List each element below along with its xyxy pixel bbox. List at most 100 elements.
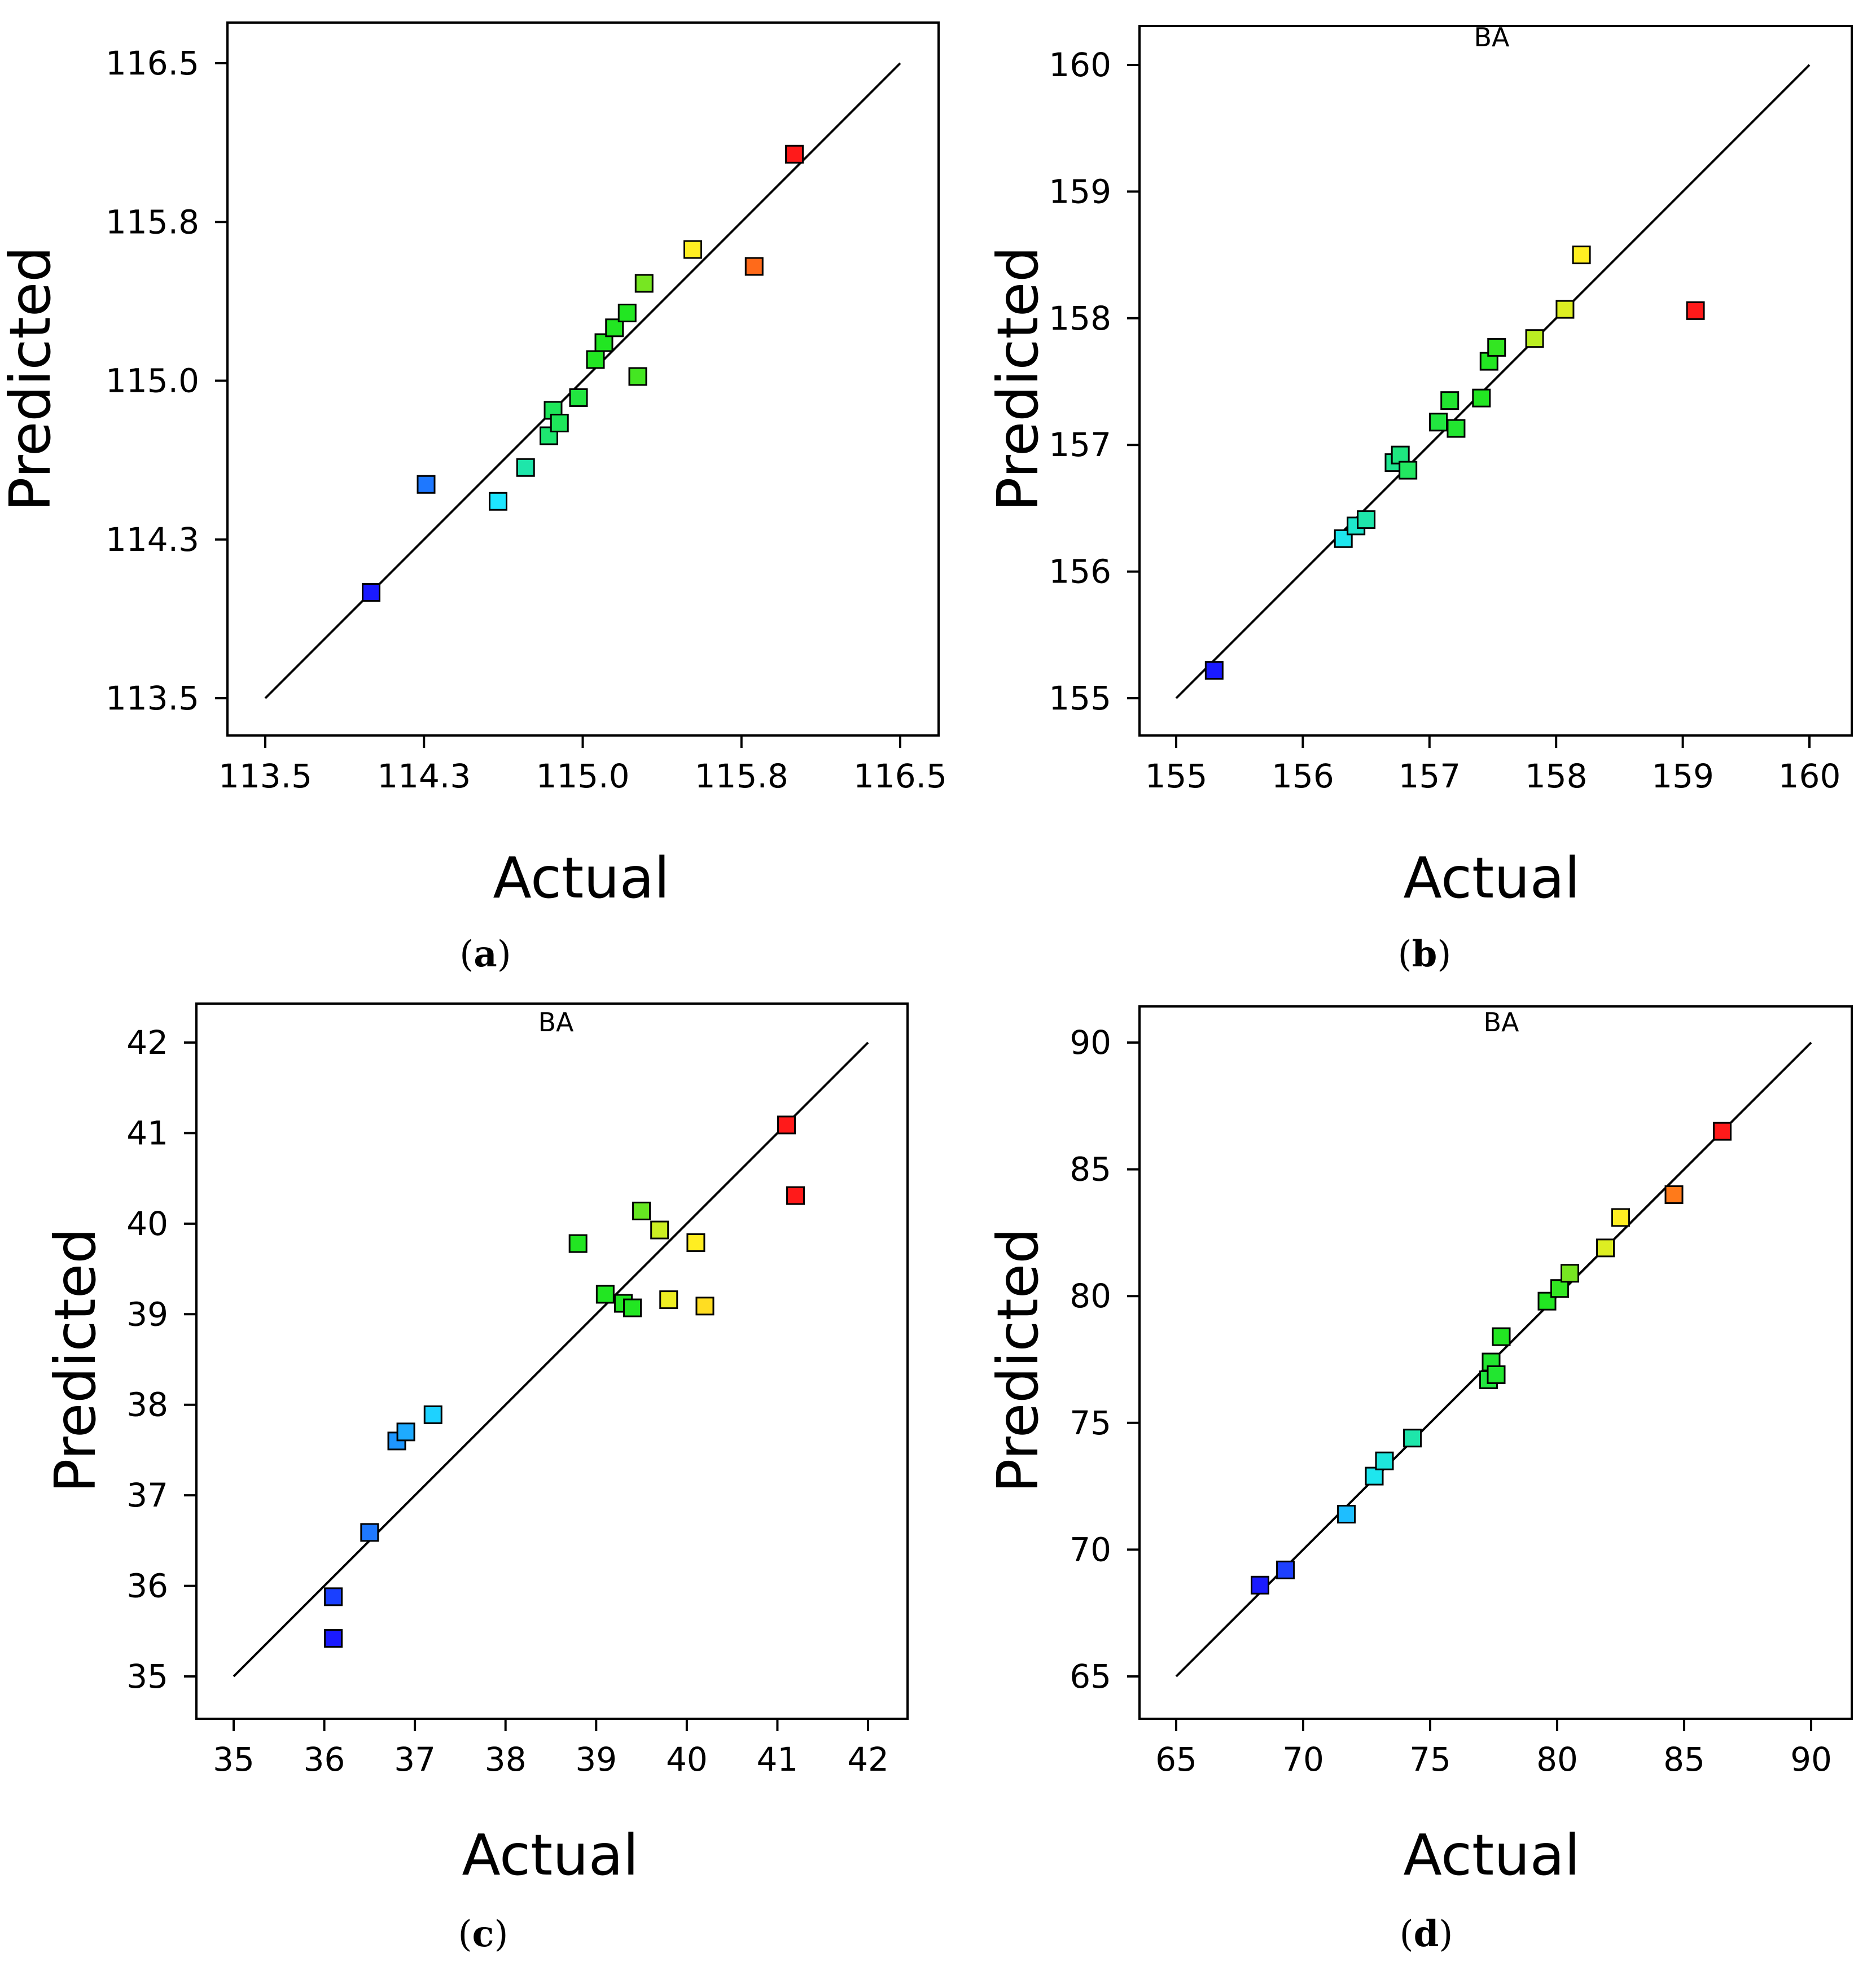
data-point bbox=[632, 1201, 651, 1220]
data-point bbox=[594, 333, 613, 352]
x-tick-label: 39 bbox=[575, 1740, 617, 1779]
data-point bbox=[1375, 1451, 1394, 1470]
caption-close: ) bbox=[494, 1913, 508, 1955]
y-tick-label: 40 bbox=[126, 1205, 168, 1243]
y-tick-label: 160 bbox=[1049, 46, 1111, 84]
y-tick-label: 115.8 bbox=[106, 203, 199, 241]
x-tick-label: 42 bbox=[847, 1740, 889, 1779]
x-tick-label: 38 bbox=[485, 1740, 527, 1779]
y-tick-label: 42 bbox=[126, 1023, 168, 1062]
x-tick-label: 80 bbox=[1536, 1740, 1578, 1779]
data-point bbox=[1611, 1208, 1630, 1227]
plot-frame bbox=[1138, 1005, 1853, 1720]
overlap-label: BA bbox=[1483, 1007, 1519, 1037]
data-point bbox=[1664, 1185, 1684, 1205]
x-tick-label: 70 bbox=[1282, 1740, 1324, 1779]
caption-close: ) bbox=[1437, 934, 1451, 975]
data-point bbox=[1525, 329, 1544, 348]
y-axis-label: Predicted bbox=[0, 246, 63, 511]
data-point bbox=[1572, 246, 1591, 265]
panel-a: 113.5 114.3 115.0 115.8 116.5 113.5 114.3 115.0… bbox=[0, 21, 947, 975]
data-point bbox=[568, 1234, 588, 1253]
data-point bbox=[1251, 1575, 1269, 1595]
panel-c: 35 36 37 38 39 40 41 42 35 36 37 38 39 40 41 42 Actual Pr… bbox=[42, 1002, 909, 1955]
y-tick-label: 113.5 bbox=[106, 679, 199, 717]
panel-caption: (b) bbox=[1398, 933, 1452, 975]
data-point bbox=[1487, 1365, 1506, 1384]
caption-open: ( bbox=[1398, 934, 1412, 975]
data-point bbox=[634, 274, 654, 293]
x-tick-label: 155 bbox=[1145, 757, 1208, 795]
x-axis-label: Actual bbox=[1403, 845, 1580, 911]
y-tick-label: 38 bbox=[126, 1386, 168, 1424]
data-point bbox=[695, 1297, 715, 1316]
data-point bbox=[650, 1220, 669, 1240]
x-tick-label: 90 bbox=[1790, 1740, 1832, 1779]
x-tick-label: 158 bbox=[1525, 757, 1588, 795]
data-point bbox=[550, 414, 569, 432]
data-point bbox=[786, 1186, 805, 1205]
data-point bbox=[686, 1233, 705, 1253]
data-point bbox=[396, 1422, 415, 1442]
y-tick-label: 36 bbox=[126, 1567, 168, 1605]
data-point bbox=[1391, 445, 1410, 465]
data-point bbox=[1429, 413, 1448, 432]
data-point bbox=[423, 1405, 442, 1424]
x-axis-label: Actual bbox=[1403, 1822, 1580, 1888]
data-point bbox=[540, 426, 558, 445]
x-tick-label: 116.5 bbox=[853, 757, 947, 795]
data-point bbox=[1276, 1560, 1295, 1579]
y-tick-label: 75 bbox=[1070, 1404, 1111, 1442]
caption-open: ( bbox=[458, 1913, 472, 1955]
y-tick-label: 90 bbox=[1070, 1023, 1111, 1062]
y-tick-label: 35 bbox=[126, 1657, 168, 1696]
caption-letter: a bbox=[474, 933, 497, 975]
overlap-label: BA bbox=[1474, 22, 1510, 52]
data-point bbox=[1537, 1291, 1557, 1311]
data-point bbox=[1204, 661, 1224, 680]
y-tick-label: 85 bbox=[1070, 1150, 1111, 1189]
x-tick-label: 41 bbox=[757, 1740, 799, 1779]
x-tick-label: 114.3 bbox=[377, 757, 471, 795]
y-tick-label: 65 bbox=[1070, 1657, 1111, 1696]
x-tick-label: 75 bbox=[1409, 1740, 1451, 1779]
x-tick-label: 113.5 bbox=[218, 757, 312, 795]
data-point bbox=[1357, 510, 1376, 529]
data-point bbox=[516, 458, 535, 477]
data-point bbox=[489, 492, 507, 511]
caption-open: ( bbox=[1400, 1913, 1414, 1955]
panel-b: 155 156 157 158 159 160 155 156 157 158 159 160 Actu… bbox=[985, 22, 1853, 975]
data-point bbox=[683, 240, 702, 259]
panel-caption: (a) bbox=[459, 933, 511, 975]
x-tick-label: 36 bbox=[304, 1740, 345, 1779]
x-axis-label: Actual bbox=[462, 1822, 638, 1888]
y-axis-label: Predicted bbox=[985, 1228, 1051, 1492]
x-tick-label: 65 bbox=[1155, 1740, 1197, 1779]
plot-frame bbox=[195, 1002, 909, 1720]
caption-letter: c bbox=[472, 1913, 494, 1955]
data-point bbox=[417, 475, 436, 494]
data-point bbox=[324, 1587, 343, 1606]
data-point bbox=[1686, 301, 1705, 320]
data-point bbox=[777, 1115, 796, 1135]
data-point bbox=[1403, 1429, 1422, 1448]
data-point bbox=[605, 318, 624, 338]
y-tick-label: 80 bbox=[1070, 1277, 1111, 1315]
data-point bbox=[1440, 391, 1460, 410]
data-point bbox=[1550, 1279, 1569, 1298]
data-point bbox=[623, 1298, 642, 1317]
x-tick-label: 159 bbox=[1651, 757, 1714, 795]
fit-line bbox=[233, 1041, 869, 1678]
y-tick-label: 41 bbox=[126, 1114, 168, 1152]
data-point bbox=[744, 257, 764, 276]
x-tick-label: 115.0 bbox=[536, 757, 629, 795]
data-point bbox=[1713, 1122, 1732, 1141]
data-point bbox=[1399, 461, 1418, 480]
data-point bbox=[1447, 419, 1466, 438]
data-point bbox=[362, 583, 380, 602]
data-point bbox=[1487, 338, 1506, 357]
y-tick-label: 156 bbox=[1049, 553, 1111, 591]
caption-open: ( bbox=[459, 934, 474, 975]
